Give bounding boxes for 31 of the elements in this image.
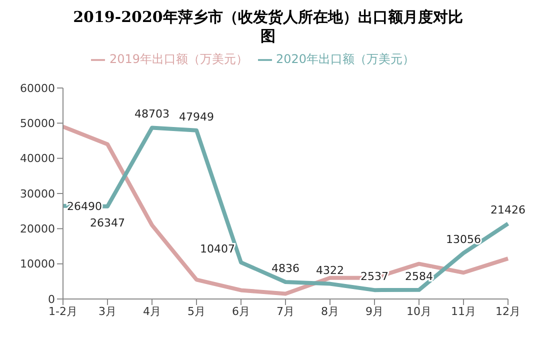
data-label: 48703 <box>134 108 170 121</box>
x-tick-label: 5月 <box>188 304 206 318</box>
data-label: 2537 <box>360 270 388 284</box>
data-label: 10407 <box>200 242 235 256</box>
x-tick-label: 1-2月 <box>48 304 78 318</box>
y-tick-label: 20000 <box>20 222 55 236</box>
x-tick-label: 6月 <box>232 304 250 318</box>
x-tick-label: 8月 <box>321 304 339 318</box>
x-tick-label: 11月 <box>451 304 476 318</box>
data-label: 2584 <box>405 270 433 283</box>
data-label: 21426 <box>490 204 526 217</box>
x-tick-label: 9月 <box>366 304 384 318</box>
y-tick-label: 50000 <box>20 117 55 130</box>
x-tick-label: 12月 <box>496 304 520 318</box>
chart-title: 2019-2020年萍乡市（收发货人所在地）出口额月度对比图 <box>72 8 464 46</box>
data-label: 4836 <box>272 262 300 275</box>
legend-label: 2020年出口额（万美元） <box>276 52 415 66</box>
data-label: 4322 <box>316 264 344 277</box>
data-label: 13056 <box>446 233 481 246</box>
y-tick-label: 30000 <box>20 187 55 200</box>
y-tick-label: 60000 <box>20 82 55 95</box>
y-tick-label: 0 <box>48 292 55 306</box>
x-tick-label: 10月 <box>406 304 432 318</box>
x-tick-label: 3月 <box>98 304 116 318</box>
data-label: 26347 <box>90 216 125 230</box>
y-tick-label: 10000 <box>20 258 55 271</box>
x-tick-label: 4月 <box>143 304 161 318</box>
x-tick-label: 7月 <box>276 304 294 318</box>
y-tick-label: 40000 <box>20 152 55 166</box>
data-label: 47949 <box>179 110 214 124</box>
legend-label: 2019年出口额（万美元） <box>109 52 248 66</box>
